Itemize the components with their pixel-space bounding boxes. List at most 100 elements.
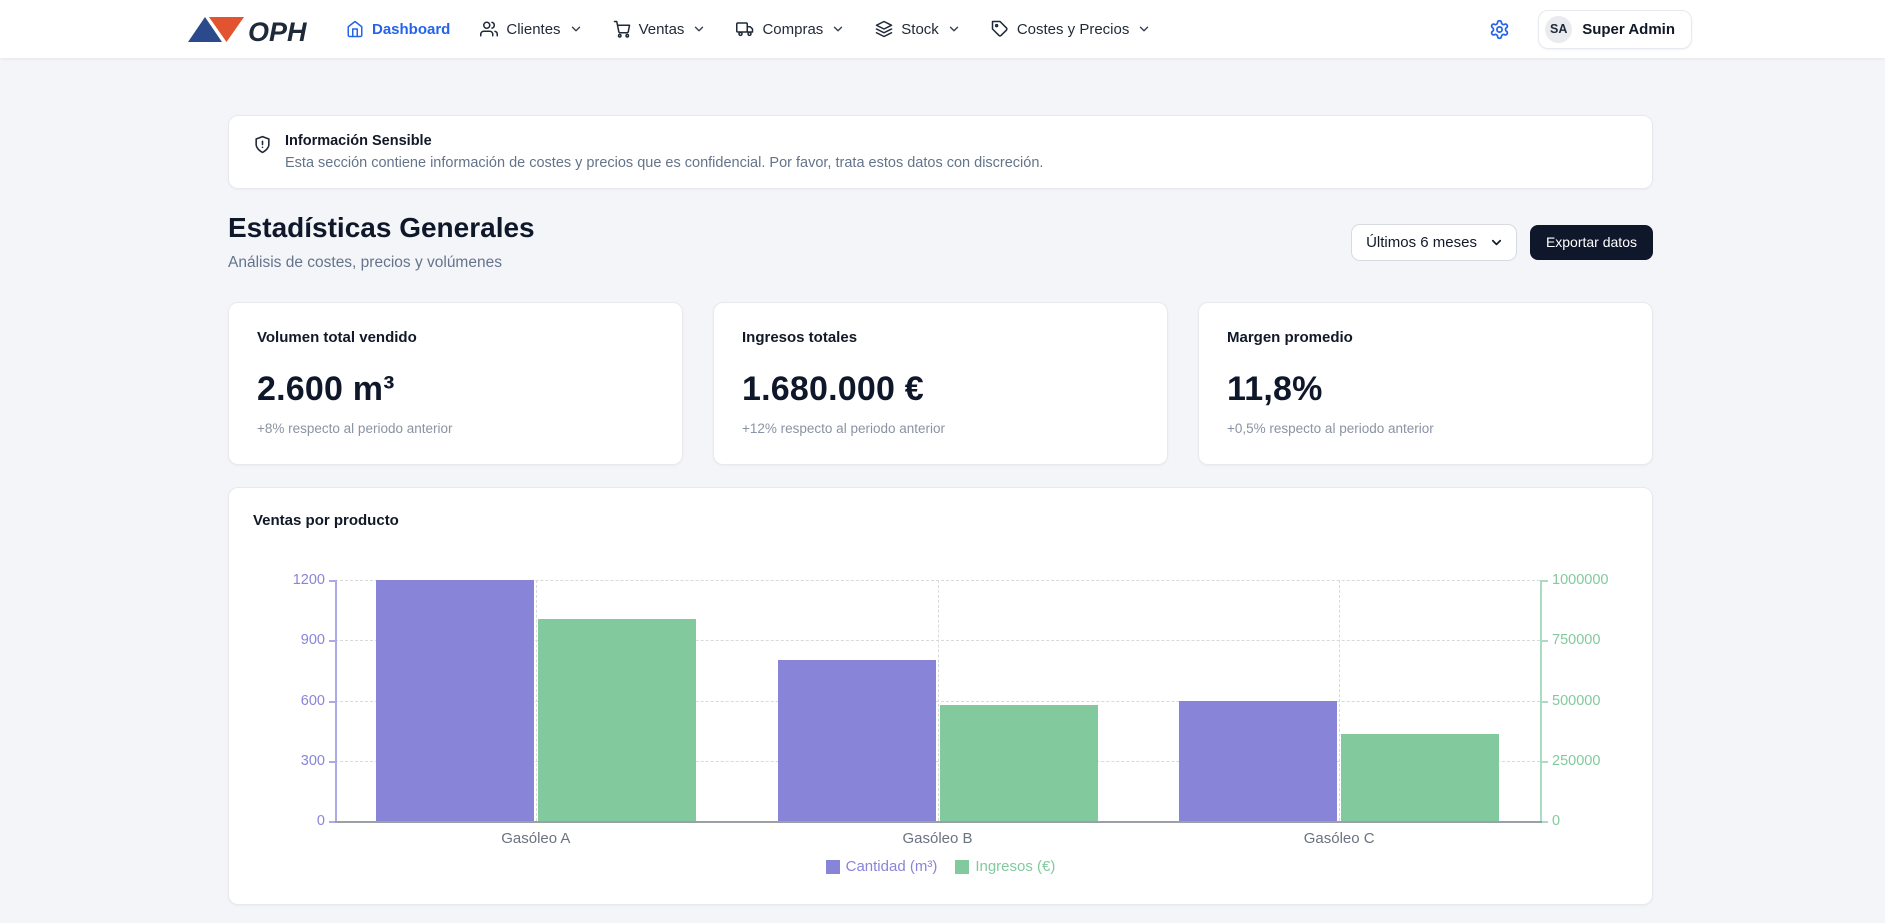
y-axis-left-tick: 900 xyxy=(265,632,325,648)
chevron-down-icon xyxy=(1489,235,1504,250)
user-name: Super Admin xyxy=(1582,21,1675,38)
stat-title: Ingresos totales xyxy=(742,329,1139,346)
top-nav-bar: OPH Dashboard Clientes Ventas Compras St… xyxy=(0,0,1885,58)
y-axis-left-tickmark xyxy=(329,580,335,582)
y-axis-right-tick: 750000 xyxy=(1552,632,1600,648)
legend-label: Ingresos (€) xyxy=(975,858,1055,875)
chart-gridline-v xyxy=(536,580,537,821)
shield-alert-icon xyxy=(253,135,272,154)
y-axis-right-tick: 1000000 xyxy=(1552,572,1608,588)
chart-bar xyxy=(376,580,534,821)
y-axis-left-tickmark xyxy=(329,821,335,823)
stat-value: 11,8% xyxy=(1227,370,1624,409)
x-axis-label: Gasóleo A xyxy=(501,830,570,847)
y-axis-right-tickmark xyxy=(1542,761,1548,763)
legend-item: Cantidad (m³) xyxy=(826,858,938,875)
x-axis-line xyxy=(335,821,1542,823)
y-axis-right-tickmark xyxy=(1542,640,1548,642)
y-axis-left-line xyxy=(335,580,337,821)
nav-label: Ventas xyxy=(639,21,685,38)
stat-value: 2.600 m³ xyxy=(257,370,654,409)
nav-label: Stock xyxy=(901,21,939,38)
nav-item-compras[interactable]: Compras xyxy=(736,20,845,38)
export-data-button[interactable]: Exportar datos xyxy=(1530,225,1653,260)
nav-item-costes-y-precios[interactable]: Costes y Precios xyxy=(991,20,1152,38)
y-axis-right-tick: 500000 xyxy=(1552,693,1600,709)
y-axis-right-tick: 250000 xyxy=(1552,753,1600,769)
chart-bar xyxy=(778,660,936,821)
avatar: SA xyxy=(1545,16,1572,43)
chevron-down-icon xyxy=(831,22,845,36)
y-axis-left-tick: 1200 xyxy=(265,572,325,588)
layers-icon xyxy=(875,20,893,38)
period-select-value: Últimos 6 meses xyxy=(1366,234,1477,251)
user-menu[interactable]: SA Super Admin xyxy=(1538,10,1692,49)
stat-note: +12% respecto al periodo anterior xyxy=(742,421,1139,436)
y-axis-left-tick: 300 xyxy=(265,753,325,769)
stat-value: 1.680.000 € xyxy=(742,370,1139,409)
y-axis-left-tick: 600 xyxy=(265,693,325,709)
banner-description: Esta sección contiene información de cos… xyxy=(285,155,1043,171)
stat-card-margen: Margen promedio 11,8% +0,5% respecto al … xyxy=(1198,302,1653,465)
bar-chart: Gasóleo A Gasóleo B Gasóleo C 0 300 600 900 120… xyxy=(229,529,1652,889)
chart-legend: Cantidad (m³) Ingresos (€) xyxy=(229,858,1652,875)
stat-title: Volumen total vendido xyxy=(257,329,654,346)
chart-bar xyxy=(1179,701,1337,822)
x-axis-label: Gasóleo C xyxy=(1304,830,1375,847)
y-axis-right-tickmark xyxy=(1542,701,1548,703)
page-subtitle: Análisis de costes, precios y volúmenes xyxy=(228,254,535,272)
gear-icon xyxy=(1489,19,1510,40)
y-axis-left-tickmark xyxy=(329,761,335,763)
chart-bar xyxy=(538,619,696,821)
legend-swatch xyxy=(955,860,969,874)
legend-item: Ingresos (€) xyxy=(955,858,1055,875)
chevron-down-icon xyxy=(1137,22,1151,36)
legend-label: Cantidad (m³) xyxy=(846,858,938,875)
stat-note: +8% respecto al periodo anterior xyxy=(257,421,654,436)
sensitive-info-banner: Información Sensible Esta sección contie… xyxy=(228,115,1653,189)
chart-bar xyxy=(940,705,1098,821)
page-title: Estadísticas Generales xyxy=(228,212,535,244)
period-select[interactable]: Últimos 6 meses xyxy=(1351,224,1517,261)
chevron-down-icon xyxy=(692,22,706,36)
stat-card-volumen: Volumen total vendido 2.600 m³ +8% respe… xyxy=(228,302,683,465)
svg-text:OPH: OPH xyxy=(248,17,307,47)
chevron-down-icon xyxy=(947,22,961,36)
nav-item-stock[interactable]: Stock xyxy=(875,20,961,38)
main-nav: Dashboard Clientes Ventas Compras Stock … xyxy=(346,20,1151,38)
nav-item-ventas[interactable]: Ventas xyxy=(613,20,707,38)
stat-title: Margen promedio xyxy=(1227,329,1624,346)
settings-button[interactable] xyxy=(1489,19,1510,40)
y-axis-right-tickmark xyxy=(1542,821,1548,823)
legend-swatch xyxy=(826,860,840,874)
y-axis-right-tickmark xyxy=(1542,580,1548,582)
y-axis-left-tickmark xyxy=(329,640,335,642)
nav-item-clientes[interactable]: Clientes xyxy=(480,20,582,38)
stat-note: +0,5% respecto al periodo anterior xyxy=(1227,421,1624,436)
nav-label: Clientes xyxy=(506,21,560,38)
y-axis-left-tickmark xyxy=(329,701,335,703)
chevron-down-icon xyxy=(569,22,583,36)
app-logo[interactable]: OPH xyxy=(186,11,312,47)
x-axis-label: Gasóleo B xyxy=(902,830,972,847)
chart-gridline-v xyxy=(1339,580,1340,821)
users-icon xyxy=(480,20,498,38)
banner-title: Información Sensible xyxy=(285,133,1043,149)
truck-icon xyxy=(736,20,754,38)
logo-icon: OPH xyxy=(186,11,312,47)
chart-bar xyxy=(1341,734,1499,821)
tag-icon xyxy=(991,20,1009,38)
chart-title: Ventas por producto xyxy=(229,512,1652,529)
home-icon xyxy=(346,20,364,38)
sales-chart-card: Ventas por producto Gasóleo AGasóleo BGa… xyxy=(228,487,1653,905)
nav-label: Dashboard xyxy=(372,21,450,38)
y-axis-right-tick: 0 xyxy=(1552,813,1560,829)
y-axis-left-tick: 0 xyxy=(265,813,325,829)
main-content: Información Sensible Esta sección contie… xyxy=(228,115,1653,905)
nav-label: Compras xyxy=(762,21,823,38)
chart-gridline-v xyxy=(938,580,939,821)
nav-item-dashboard[interactable]: Dashboard xyxy=(346,20,450,38)
stat-card-ingresos: Ingresos totales 1.680.000 € +12% respec… xyxy=(713,302,1168,465)
nav-label: Costes y Precios xyxy=(1017,21,1130,38)
shopping-cart-icon xyxy=(613,20,631,38)
